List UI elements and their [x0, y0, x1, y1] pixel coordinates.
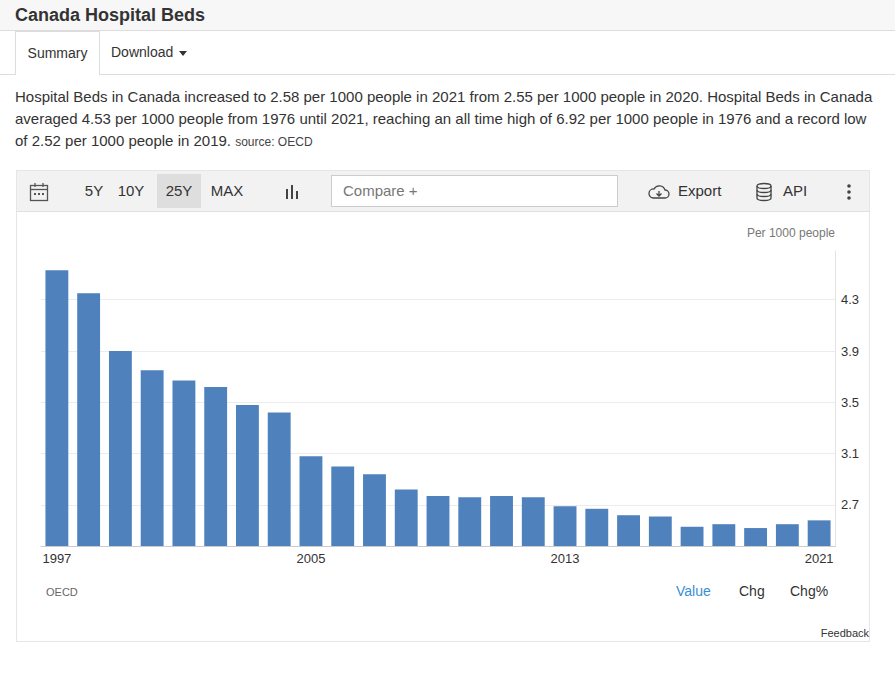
- html-text:Value: Value: [676, 583, 711, 599]
- html-text:OECD: OECD: [46, 586, 78, 598]
- svg-text:3.5: 3.5: [841, 395, 859, 410]
- svg-text:4.3: 4.3: [841, 292, 859, 307]
- html-text:API: API: [783, 182, 808, 199]
- html-text:Export: Export: [678, 182, 722, 199]
- svg-text:3.9: 3.9: [841, 344, 859, 359]
- svg-text:1997: 1997: [42, 551, 71, 566]
- svg-text:2.7: 2.7: [841, 497, 859, 512]
- html-text:10Y: 10Y: [117, 182, 145, 199]
- html-text:Download: Download: [111, 44, 174, 60]
- html-text:Chg: Chg: [739, 583, 765, 599]
- html-text:Summary: Summary: [27, 45, 88, 61]
- svg-text:Per 1000 people: Per 1000 people: [747, 226, 835, 240]
- html-text:MAX: MAX: [210, 182, 244, 199]
- html-text:Canada Hospital Beds: Canada Hospital Beds: [15, 5, 205, 25]
- svg-text:2021: 2021: [805, 551, 834, 566]
- svg-text:3.1: 3.1: [841, 446, 859, 461]
- html-text:Feedback: Feedback: [820, 627, 869, 639]
- html-text:Compare +: Compare +: [343, 182, 418, 199]
- svg-text:2005: 2005: [296, 551, 325, 566]
- svg-text:2013: 2013: [551, 551, 580, 566]
- html-text:25Y: 25Y: [165, 182, 193, 199]
- html-text:Chg%: Chg%: [790, 583, 829, 599]
- html-text:Hospital Beds in Canada increa: Hospital Beds in Canada increased to 2.5…: [15, 88, 873, 149]
- html-text:5Y: 5Y: [84, 182, 104, 199]
